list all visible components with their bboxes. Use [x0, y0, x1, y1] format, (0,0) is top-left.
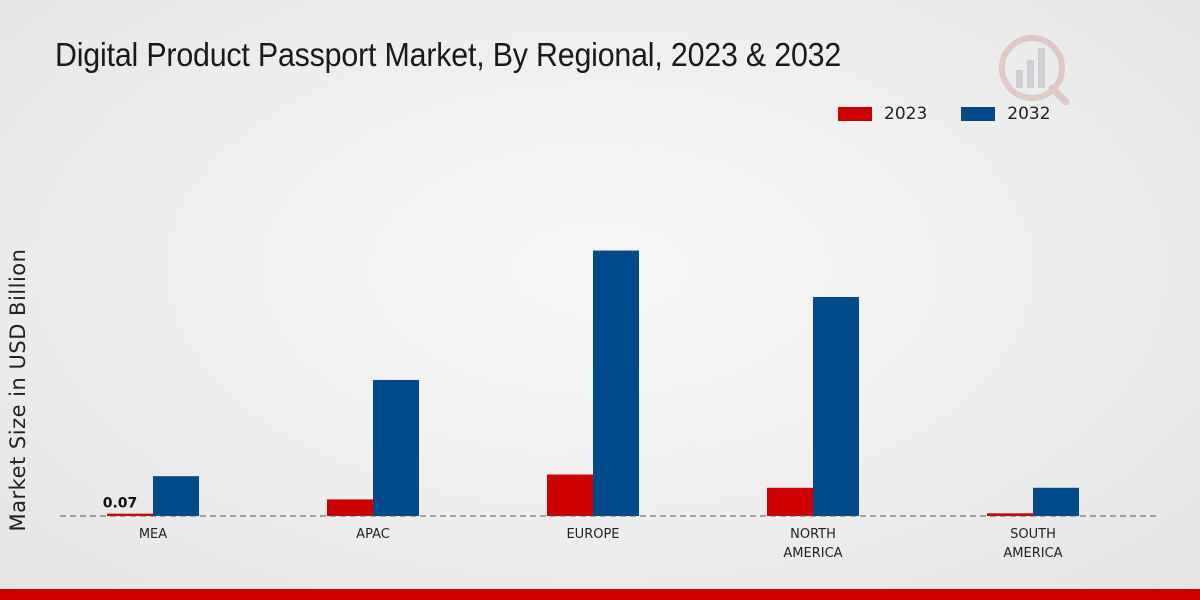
bar-2032-mea	[153, 476, 199, 516]
legend-swatch-2023	[838, 107, 872, 121]
bar-2032-apac	[373, 379, 419, 516]
bar-2023-europe	[547, 474, 593, 516]
bottom-accent-bar	[0, 589, 1200, 600]
legend-item-2032: 2032	[961, 104, 1051, 124]
legend-swatch-2032	[961, 107, 996, 121]
legend-item-2023: 2023	[838, 104, 927, 124]
x-tick-label-apac: APAC	[356, 527, 390, 542]
x-tick-label-mea: MEA	[139, 527, 167, 542]
bar-2023-apac	[327, 499, 373, 516]
x-tick-label-north-america-line-2: AMERICA	[783, 546, 842, 561]
bar-2032-north-america	[813, 297, 859, 516]
bar-2023-south-america	[987, 513, 1033, 516]
bar-2032-europe	[593, 250, 639, 516]
x-tick-label-south-america-line-2: AMERICA	[1003, 546, 1062, 561]
x-tick-label-europe: EUROPE	[566, 527, 619, 542]
legend-label-2032: 2032	[1007, 104, 1051, 124]
legend-label-2023: 2023	[884, 104, 928, 124]
bar-2023-north-america	[767, 487, 813, 516]
chart-title: Digital Product Passport Market, By Regi…	[55, 36, 842, 73]
x-tick-label-north-america-line-1: NORTH	[790, 527, 836, 542]
legend: 2023 2032	[838, 104, 1085, 124]
watermark-logo-icon	[999, 35, 1070, 106]
data-label-2023-mea: 0.07	[103, 496, 138, 512]
bar-2032-south-america	[1033, 487, 1079, 516]
bar-2023-mea	[107, 513, 153, 516]
x-tick-label-south-america-line-1: SOUTH	[1010, 527, 1056, 542]
